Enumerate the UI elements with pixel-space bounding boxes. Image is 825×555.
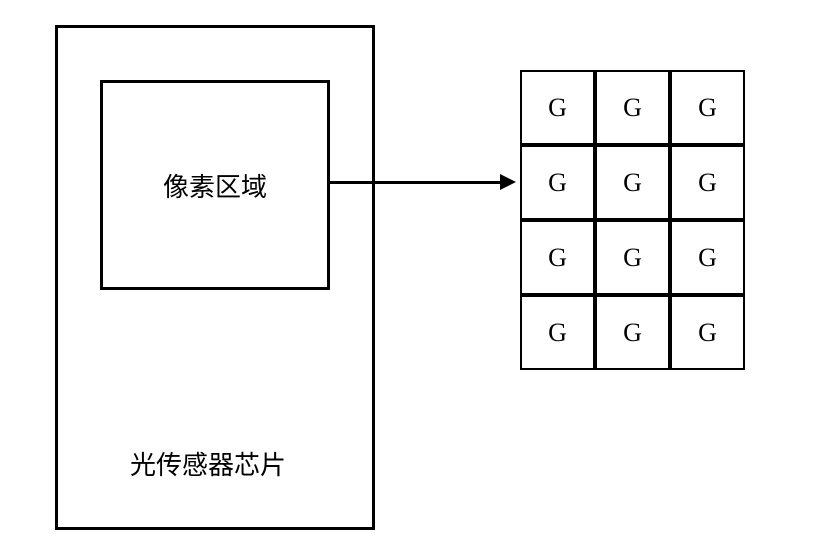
grid-cell: G <box>520 70 595 145</box>
grid-cell: G <box>520 295 595 370</box>
grid-cell: G <box>595 70 670 145</box>
grid-cell: G <box>520 145 595 220</box>
pixel-region-box: 像素区域 <box>100 80 330 290</box>
grid-cell: G <box>595 295 670 370</box>
diagram-canvas: 像素区域 光传感器芯片 GGGGGGGGGGGG <box>0 0 825 555</box>
grid-cell: G <box>670 70 745 145</box>
grid-cell: G <box>670 145 745 220</box>
arrow-shaft <box>330 181 500 184</box>
grid-cell: G <box>670 220 745 295</box>
grid-cell: G <box>595 145 670 220</box>
arrow-head-icon <box>500 174 516 190</box>
grid-cell: G <box>670 295 745 370</box>
pixel-region-label: 像素区域 <box>163 167 267 204</box>
grid-cell: G <box>595 220 670 295</box>
grid-cell: G <box>520 220 595 295</box>
chip-label: 光传感器芯片 <box>130 445 286 482</box>
